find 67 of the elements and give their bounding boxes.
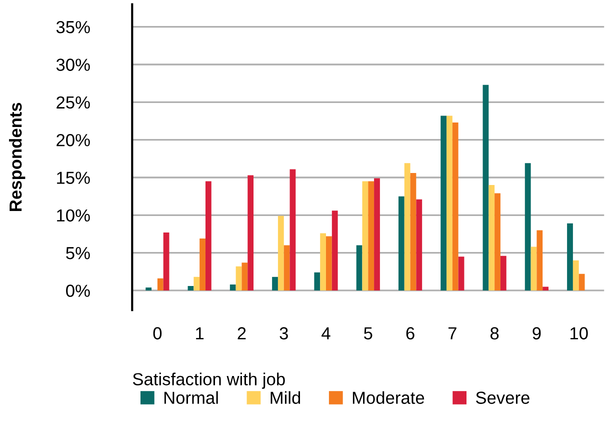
bar (440, 116, 447, 290)
legend-label: Severe (476, 392, 530, 404)
bar (242, 262, 248, 290)
x-tick-label: 0 (153, 327, 162, 340)
x-tick-label: 10 (570, 327, 588, 340)
bar (146, 287, 152, 290)
y-tick-label: 35% (56, 20, 90, 34)
bar (410, 172, 416, 290)
bar (536, 230, 543, 290)
x-tick-label: 6 (406, 327, 414, 340)
y-axis-title: Respondents (9, 102, 26, 211)
bar (446, 116, 452, 290)
bar (200, 238, 206, 290)
legend-label: Moderate (352, 391, 424, 404)
x-axis-title: Satisfaction with job (132, 372, 285, 389)
y-tick-label: 5% (66, 247, 90, 260)
bar (272, 276, 278, 290)
x-tick-label: 8 (490, 327, 499, 340)
bar (157, 278, 164, 290)
bar (194, 276, 200, 290)
y-tick-label: 25% (56, 96, 90, 109)
x-tick-label: 1 (196, 327, 204, 340)
bar (458, 256, 464, 290)
bar (524, 163, 531, 290)
bar (362, 181, 368, 290)
bar (326, 236, 332, 290)
bar (248, 175, 254, 290)
bar (500, 256, 506, 290)
bar (284, 245, 290, 290)
bar (452, 122, 458, 290)
bar (488, 185, 495, 290)
bar (320, 233, 326, 290)
bar (578, 274, 585, 290)
bar (230, 284, 236, 290)
bar (278, 216, 284, 290)
legend-label: Mild (270, 391, 300, 404)
bar (374, 178, 380, 290)
x-tick-label: 7 (448, 327, 456, 340)
bar (398, 196, 404, 290)
x-tick-label: 2 (238, 327, 246, 340)
legend-label: Normal (164, 391, 218, 404)
bar (482, 84, 489, 290)
bar (416, 199, 422, 290)
x-tick-label: 4 (322, 327, 330, 340)
y-tick-label: 20% (56, 134, 90, 146)
bar (332, 210, 338, 290)
bar (368, 181, 374, 290)
bar (314, 272, 320, 290)
bar (163, 232, 170, 290)
bar (356, 245, 362, 290)
bar (236, 266, 242, 290)
bar (567, 223, 573, 290)
x-tick-label: 9 (532, 327, 541, 340)
bar (572, 260, 579, 290)
x-tick-label: 3 (280, 327, 288, 340)
y-tick-label: 10% (57, 209, 90, 222)
y-tick-label: 0% (66, 284, 90, 297)
y-tick-label: 15% (57, 172, 90, 184)
bar (290, 169, 296, 290)
bar (542, 286, 548, 290)
bar (188, 286, 194, 290)
bar (205, 181, 212, 290)
bar (404, 163, 410, 290)
bar (530, 246, 537, 290)
x-tick-label: 5 (364, 327, 372, 340)
bar (494, 193, 500, 290)
y-tick-label: 30% (56, 58, 90, 71)
